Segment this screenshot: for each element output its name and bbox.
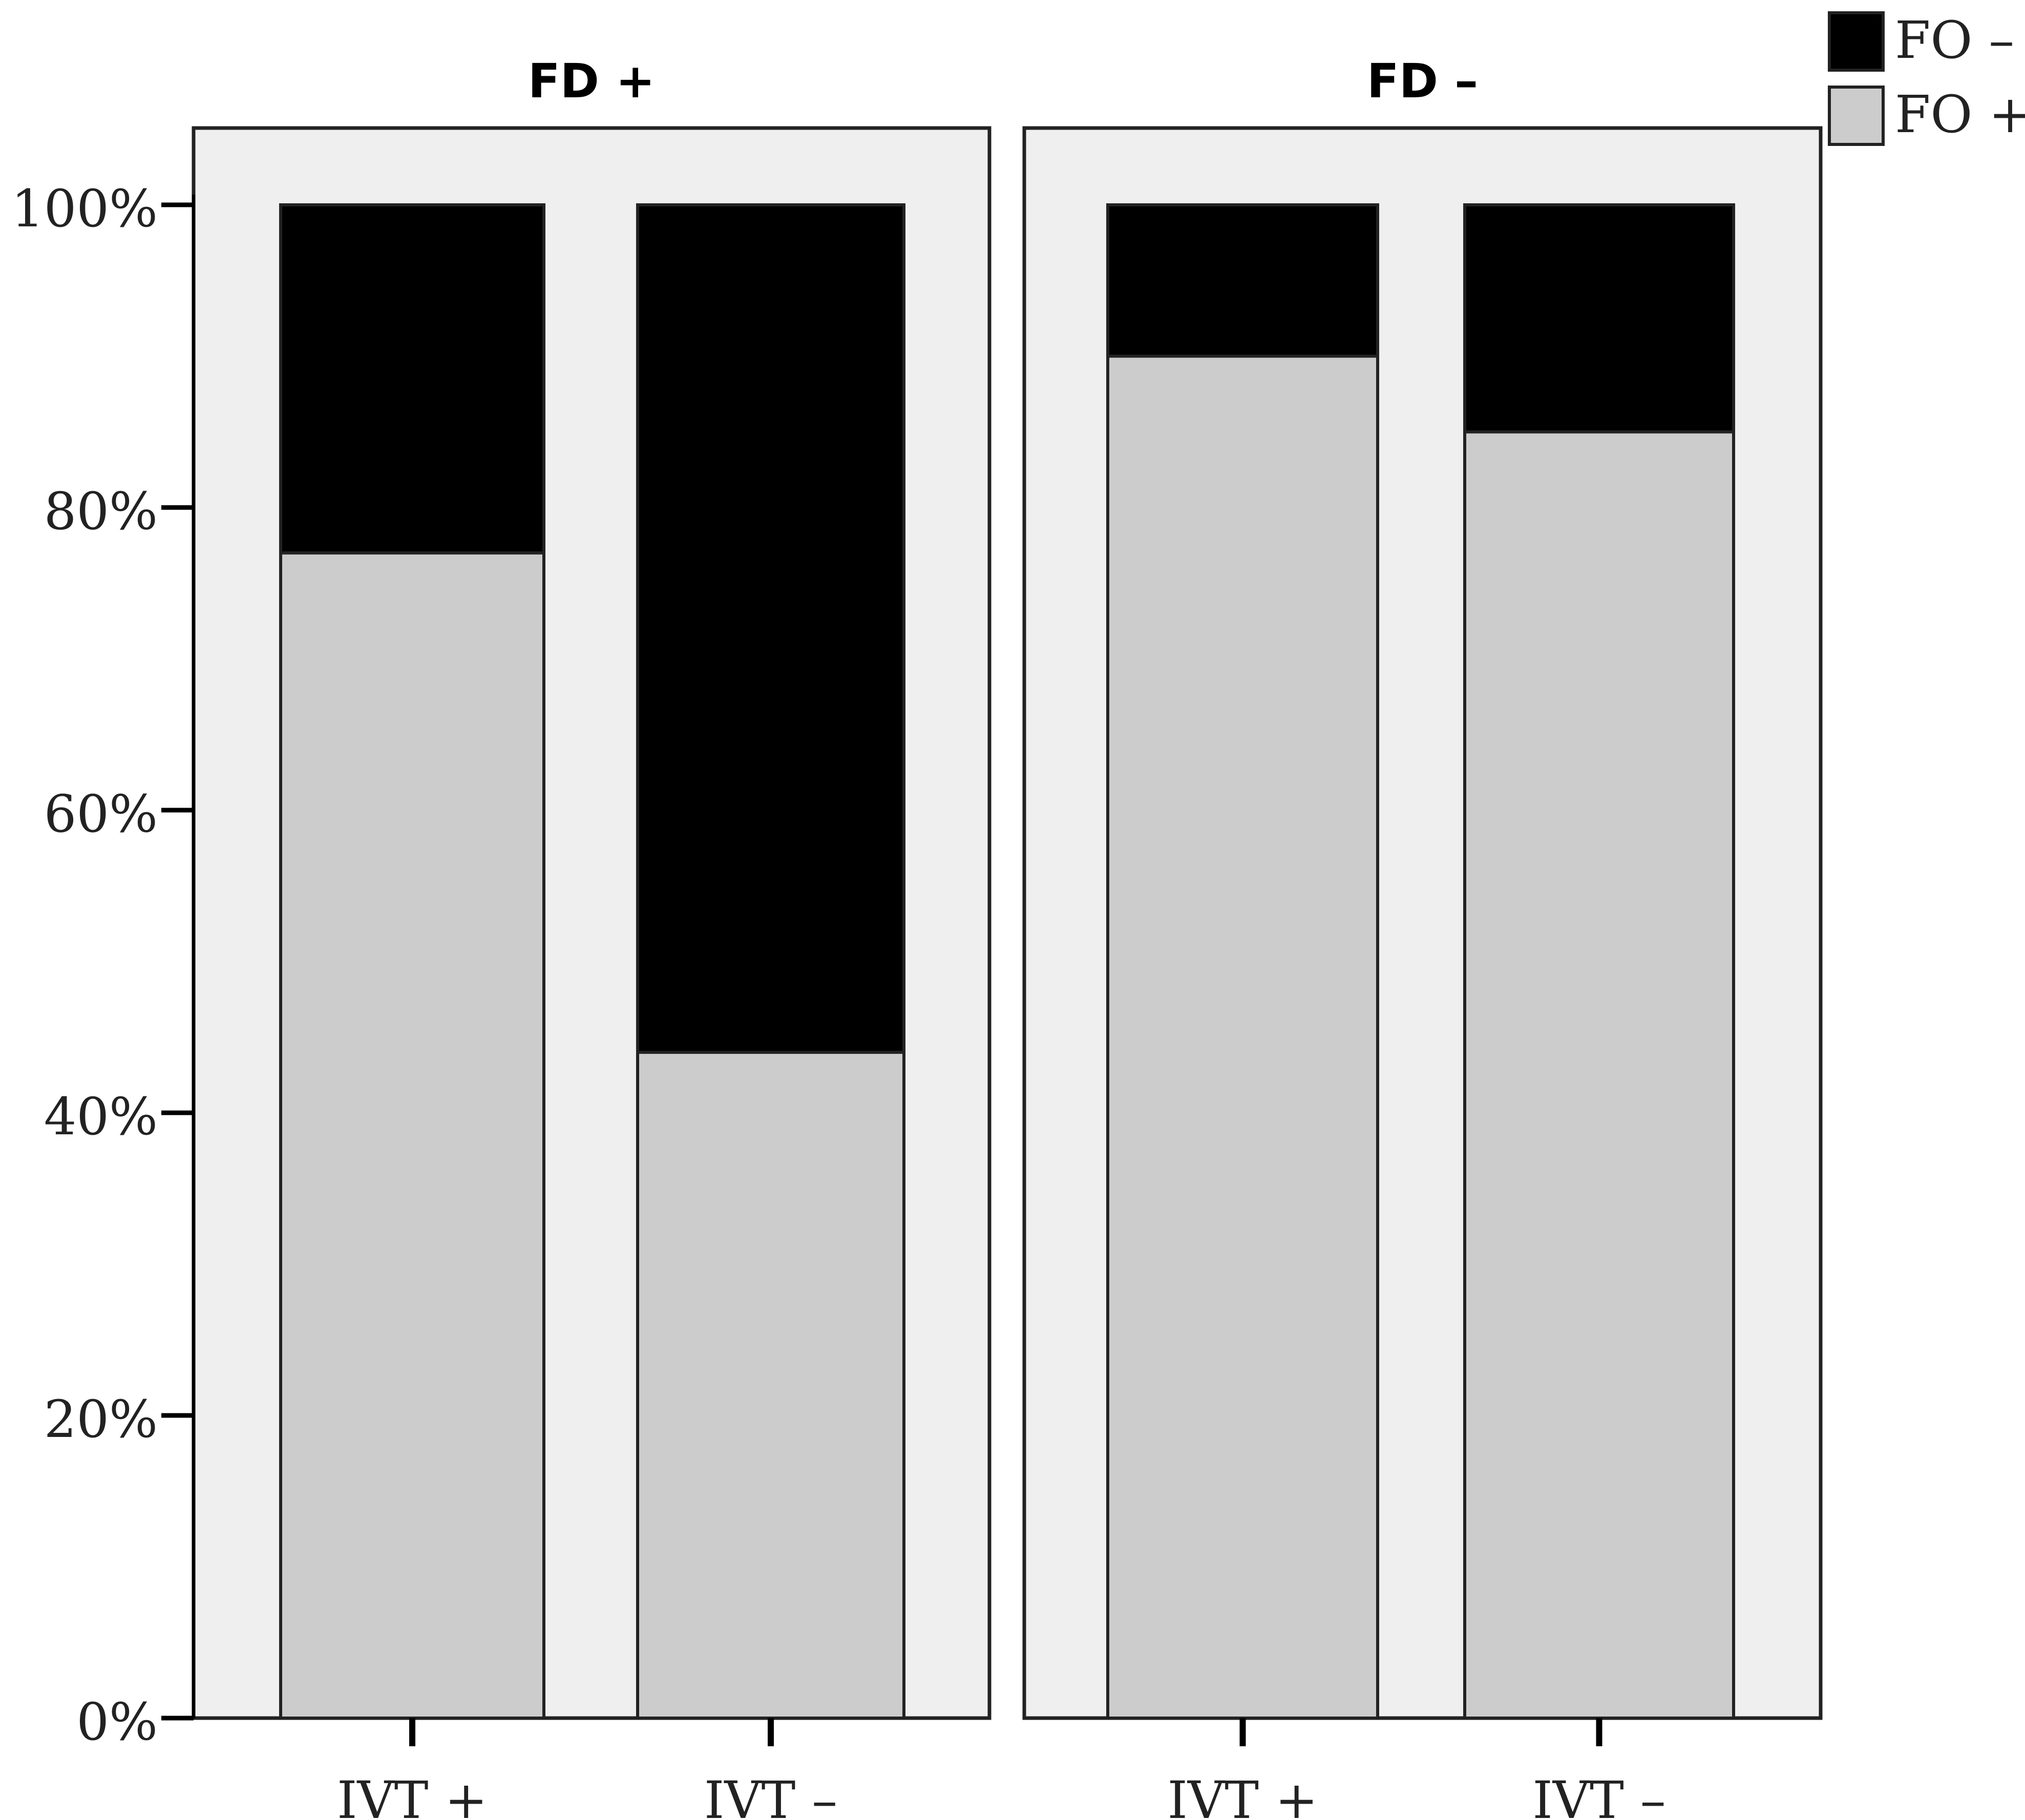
bar-segment <box>1463 203 1735 434</box>
y-tick-label: 0% <box>76 1692 158 1752</box>
y-tick-label: 80% <box>44 481 158 541</box>
bar-segment <box>1106 203 1379 358</box>
legend-swatch <box>1828 86 1885 146</box>
bar-segment <box>636 1050 905 1720</box>
bar-segment <box>1463 430 1735 1720</box>
x-tick-label: IVT – <box>704 1770 837 1820</box>
legend-label: FO + <box>1895 84 2025 144</box>
y-tick-label: 40% <box>44 1087 158 1147</box>
bar-segment <box>636 203 905 1054</box>
legend-swatch <box>1828 11 1885 72</box>
legend-label: FO – <box>1895 10 2014 70</box>
facet-title: FD + <box>528 54 655 109</box>
y-tick-label: 20% <box>44 1389 158 1449</box>
x-tick-label: IVT + <box>337 1770 488 1820</box>
y-tick-label: 60% <box>44 784 158 844</box>
bar-segment <box>279 203 545 555</box>
facet-title: FD – <box>1367 54 1478 109</box>
bar-segment <box>279 551 545 1720</box>
x-tick-label: IVT + <box>1168 1770 1318 1820</box>
y-tick-label: 100% <box>11 179 158 239</box>
x-tick-label: IVT – <box>1532 1770 1665 1820</box>
bar-segment <box>1106 354 1379 1720</box>
